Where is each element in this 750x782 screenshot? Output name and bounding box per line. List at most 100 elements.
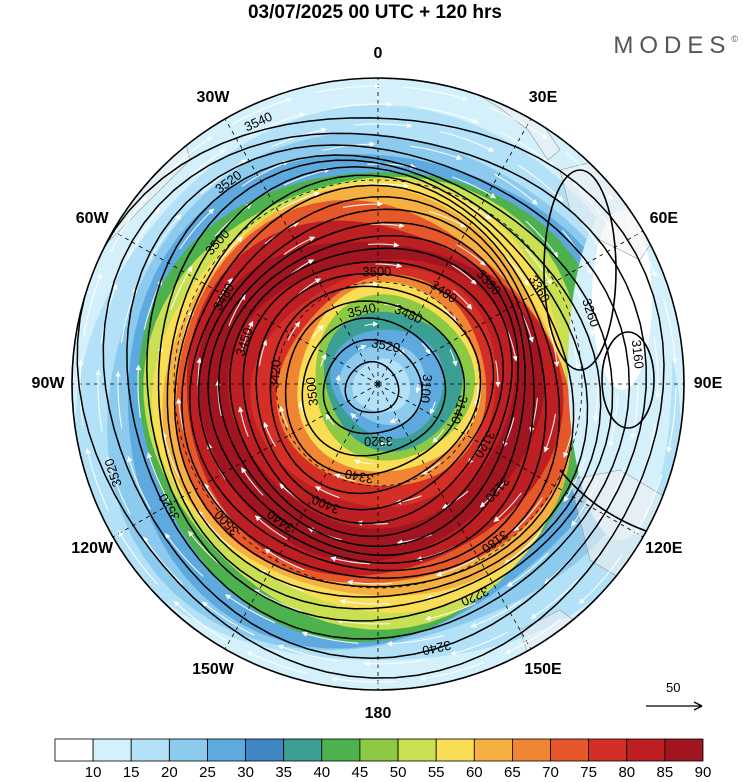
streamline-arrow [581,222,613,272]
streamline-arrow [418,106,479,124]
contour-label: 3320 [364,434,393,449]
streamline-arrow [115,371,123,429]
height-contour [173,174,575,588]
longitude-label: 90W [31,375,65,392]
map-boundary [71,77,685,691]
streamline-arrow [231,97,293,125]
height-contour [166,166,589,598]
height-contour [344,360,400,414]
streamline-arrow [403,86,469,101]
streamline-arrow [95,369,103,432]
streamline-arrow [330,556,370,565]
contour-label: 3540 [346,300,377,321]
streamline-arrow [287,321,301,341]
streamline-arrow [386,635,444,647]
streamline-arrow [505,618,562,654]
contour-label: 3100 [417,374,435,404]
meridian-line [224,118,379,385]
streamline-arrow [357,344,367,350]
contour-label: 3160 [629,339,647,369]
meridian-line [112,230,379,385]
colorbar-tick-label: 90 [694,764,712,781]
streamline-arrow [213,236,243,271]
colorbar-swatch [435,738,475,762]
streamline-arrow [622,297,639,355]
streamline-arrow [525,220,559,258]
contour-label: 3500 [303,376,321,406]
height-contour [269,285,482,495]
streamline-arrow [83,272,103,337]
colorbar-swatch [550,738,589,762]
streamline-arrow [456,244,486,266]
contour-label-text: 3320 [364,434,393,449]
height-contour [76,117,665,679]
streamline-arrow [452,176,497,199]
streamline-arrow [148,214,182,263]
contour-label-text: 3240 [421,638,452,659]
longitude-label: 0 [373,45,383,62]
streamline-arrow [347,579,392,586]
reference-vector-arrow [646,701,703,711]
streamline-arrow [653,336,661,399]
streamline-arrow [334,473,356,482]
streamline-arrow [573,183,613,232]
streamline-arrow [241,467,264,496]
streamline-arrow [118,530,158,585]
streamline-arrow [625,218,657,278]
colorbar-swatch [92,738,132,762]
height-contour [197,208,535,565]
meridian-line [377,383,532,650]
streamline-arrow [421,461,441,475]
streamline-arrow [335,374,341,385]
streamline-arrow [421,342,431,355]
height-contour [218,234,520,548]
streamline-arrow [225,594,276,624]
longitude-label: 90E [693,375,723,392]
colorbar-tick-label: 80 [618,764,636,781]
contour-label-text: 3100 [417,374,435,404]
streamline-arrow [283,236,316,255]
streamline-arrow [85,448,109,511]
colorbar-tick-label: 10 [84,764,102,781]
colorbar-swatch [588,738,628,762]
streamline-arrow [161,431,180,479]
colorbar-tick-label: 55 [427,764,445,781]
colorbar-swatch [359,738,399,762]
height-contour [322,338,423,435]
streamline-arrow [548,327,560,368]
streamline-arrow [452,289,473,310]
streamline-arrow [364,321,379,327]
streamline-arrow [278,191,320,211]
streamline-arrow [277,644,338,662]
height-contour [207,221,526,557]
wind-streamlines [77,83,678,683]
longitude-label: 150E [524,660,562,678]
meridian-line [112,383,379,538]
streamline-arrow [565,152,613,201]
contour-label-text: 3160 [629,339,647,369]
streamline-arrow [247,112,306,137]
streamline-arrow [254,589,303,613]
brand-text: MODES [613,32,732,59]
streamline-arrow [320,353,327,367]
streamline-arrow [164,533,204,577]
streamline-arrow [342,201,383,208]
streamline-arrow [254,515,288,540]
streamline-arrow [126,207,161,261]
streamline-arrow [363,659,426,667]
streamline-arrow [530,579,579,619]
streamline-arrow [146,452,170,502]
contour-label-text: 3540 [346,300,377,321]
streamline-arrow [331,676,398,683]
reference-vector-label: 50 [666,680,681,695]
colorbar-swatch [397,738,437,762]
contour-label-text: 3520 [370,335,401,355]
streamline-arrow [173,600,227,641]
streamline-arrow [263,421,276,447]
streamline-arrow [470,600,523,628]
colorbar-swatch [207,738,246,762]
shading-ring [352,358,411,412]
streamline-arrow [495,360,501,388]
streamline-arrow [432,428,445,443]
